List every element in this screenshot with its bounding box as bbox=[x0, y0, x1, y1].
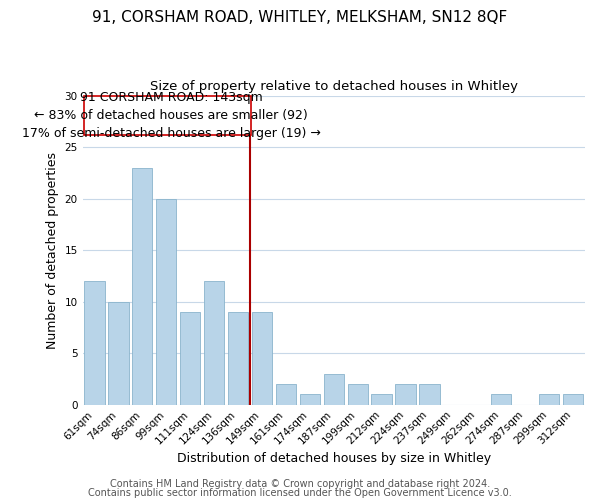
Bar bbox=[204, 281, 224, 404]
FancyBboxPatch shape bbox=[84, 96, 251, 134]
Bar bbox=[132, 168, 152, 404]
Text: Contains HM Land Registry data © Crown copyright and database right 2024.: Contains HM Land Registry data © Crown c… bbox=[110, 479, 490, 489]
Bar bbox=[419, 384, 440, 404]
Bar bbox=[323, 374, 344, 404]
Bar bbox=[347, 384, 368, 404]
Bar bbox=[156, 198, 176, 404]
Bar bbox=[539, 394, 559, 404]
Bar bbox=[108, 302, 128, 405]
X-axis label: Distribution of detached houses by size in Whitley: Distribution of detached houses by size … bbox=[176, 452, 491, 465]
Text: Contains public sector information licensed under the Open Government Licence v3: Contains public sector information licen… bbox=[88, 488, 512, 498]
Text: 91 CORSHAM ROAD: 143sqm
← 83% of detached houses are smaller (92)
17% of semi-de: 91 CORSHAM ROAD: 143sqm ← 83% of detache… bbox=[22, 90, 320, 140]
Bar bbox=[563, 394, 583, 404]
Bar bbox=[276, 384, 296, 404]
Text: 91, CORSHAM ROAD, WHITLEY, MELKSHAM, SN12 8QF: 91, CORSHAM ROAD, WHITLEY, MELKSHAM, SN1… bbox=[92, 10, 508, 25]
Bar bbox=[371, 394, 392, 404]
Bar bbox=[252, 312, 272, 404]
Bar bbox=[491, 394, 511, 404]
Bar bbox=[299, 394, 320, 404]
Bar bbox=[180, 312, 200, 404]
Bar bbox=[228, 312, 248, 404]
Bar bbox=[395, 384, 416, 404]
Bar bbox=[85, 281, 104, 404]
Title: Size of property relative to detached houses in Whitley: Size of property relative to detached ho… bbox=[150, 80, 518, 93]
Y-axis label: Number of detached properties: Number of detached properties bbox=[46, 152, 59, 348]
